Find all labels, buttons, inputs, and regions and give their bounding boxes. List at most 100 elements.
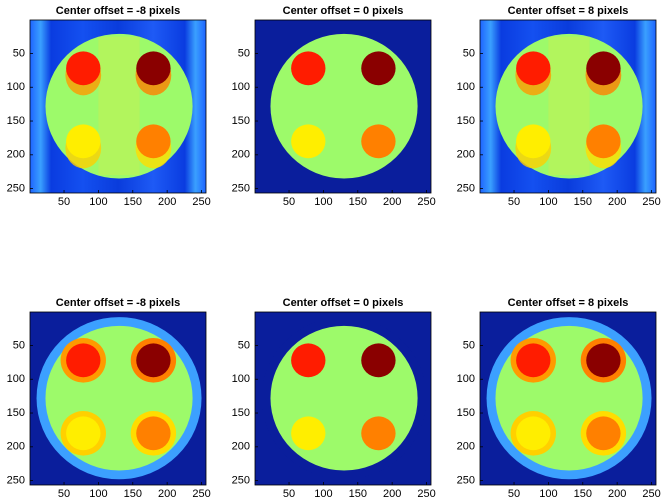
- x-tick-label: 100: [539, 488, 557, 499]
- x-tick-label: 150: [574, 488, 592, 499]
- streak: [98, 37, 139, 176]
- image-panel: Center offset = 8 pixels 50 100 150 200 250 50…: [457, 297, 661, 499]
- y-tick-label: 200: [7, 149, 25, 161]
- y-tick-label: 100: [232, 81, 250, 93]
- x-tick-label: 200: [608, 196, 626, 208]
- y-tick-label: 250: [232, 183, 250, 195]
- y-tick-label: 100: [232, 373, 250, 385]
- x-tick-label: 200: [608, 488, 626, 499]
- x-tick-label: 100: [89, 488, 107, 499]
- x-tick-label: 100: [89, 196, 107, 208]
- y-tick-label: 150: [457, 407, 475, 419]
- x-tick-label: 50: [283, 196, 295, 208]
- y-tick-label: 100: [457, 81, 475, 93]
- y-tick-label: 200: [232, 149, 250, 161]
- x-tick-label: 150: [124, 488, 142, 499]
- x-tick-label: 150: [349, 488, 367, 499]
- insert: [136, 51, 170, 85]
- y-tick-label: 50: [238, 339, 250, 351]
- x-tick-label: 250: [642, 196, 660, 208]
- insert: [516, 124, 550, 158]
- panel-title: Center offset = -8 pixels: [56, 297, 180, 309]
- insert: [66, 416, 100, 450]
- insert: [136, 124, 170, 158]
- x-tick-label: 200: [383, 488, 401, 499]
- insert: [66, 124, 100, 158]
- x-tick-label: 50: [283, 488, 295, 499]
- panel-title: Center offset = 0 pixels: [283, 297, 404, 309]
- x-tick-label: 250: [417, 488, 435, 499]
- x-tick-label: 100: [314, 488, 332, 499]
- phantom: [270, 326, 417, 471]
- figure: Center offset = -8 pixels 50 100 150 200 250 5…: [0, 0, 661, 499]
- insert: [66, 343, 100, 377]
- x-tick-label: 150: [574, 196, 592, 208]
- insert: [291, 343, 325, 377]
- x-tick-label: 150: [124, 196, 142, 208]
- insert: [361, 51, 395, 85]
- x-tick-label: 150: [349, 196, 367, 208]
- insert: [516, 416, 550, 450]
- insert: [361, 124, 395, 158]
- y-tick-label: 100: [7, 373, 25, 385]
- y-tick-label: 50: [463, 339, 475, 351]
- insert: [586, 343, 620, 377]
- insert: [361, 343, 395, 377]
- panel-title: Center offset = 8 pixels: [508, 5, 629, 17]
- x-tick-label: 50: [508, 488, 520, 499]
- panel-title: Center offset = -8 pixels: [56, 5, 180, 17]
- y-tick-label: 250: [232, 475, 250, 487]
- phantom: [270, 34, 417, 179]
- x-tick-label: 100: [539, 196, 557, 208]
- image-panel: Center offset = 8 pixels 50 100 150 200 250 50…: [457, 5, 661, 208]
- panel-title: Center offset = 8 pixels: [508, 297, 629, 309]
- x-tick-label: 200: [158, 196, 176, 208]
- y-tick-label: 50: [238, 47, 250, 59]
- x-tick-label: 200: [158, 488, 176, 499]
- y-tick-label: 200: [232, 441, 250, 453]
- y-tick-label: 150: [232, 407, 250, 419]
- y-tick-label: 200: [457, 441, 475, 453]
- x-tick-label: 200: [383, 196, 401, 208]
- x-tick-label: 50: [508, 196, 520, 208]
- image-panel: Center offset = -8 pixels 50 100 150 200 250 5…: [7, 297, 211, 499]
- y-tick-label: 200: [457, 149, 475, 161]
- x-tick-label: 250: [642, 488, 660, 499]
- image-panel: Center offset = -8 pixels 50 100 150 200 250 5…: [7, 5, 211, 208]
- x-tick-label: 250: [417, 196, 435, 208]
- y-tick-label: 150: [457, 115, 475, 127]
- image-panel: Center offset = 0 pixels 50 100 150 200 250 50…: [232, 5, 436, 208]
- insert: [291, 51, 325, 85]
- insert: [136, 416, 170, 450]
- y-tick-label: 100: [7, 81, 25, 93]
- y-tick-label: 100: [457, 373, 475, 385]
- insert: [586, 124, 620, 158]
- x-tick-label: 250: [192, 488, 210, 499]
- image-panel: Center offset = 0 pixels 50 100 150 200 250 50…: [232, 297, 436, 499]
- insert: [516, 343, 550, 377]
- insert: [586, 51, 620, 85]
- y-tick-label: 250: [7, 475, 25, 487]
- insert: [66, 51, 100, 85]
- x-tick-label: 50: [58, 488, 70, 499]
- y-tick-label: 250: [457, 183, 475, 195]
- insert: [516, 51, 550, 85]
- y-tick-label: 150: [232, 115, 250, 127]
- y-tick-label: 50: [463, 47, 475, 59]
- x-tick-label: 50: [58, 196, 70, 208]
- y-tick-label: 250: [457, 475, 475, 487]
- panel-title: Center offset = 0 pixels: [283, 5, 404, 17]
- y-tick-label: 150: [7, 115, 25, 127]
- insert: [586, 416, 620, 450]
- streak: [548, 37, 589, 176]
- insert: [291, 416, 325, 450]
- x-tick-label: 250: [192, 196, 210, 208]
- insert: [361, 416, 395, 450]
- y-tick-label: 150: [7, 407, 25, 419]
- y-tick-label: 50: [13, 47, 25, 59]
- x-tick-label: 100: [314, 196, 332, 208]
- y-tick-label: 50: [13, 339, 25, 351]
- insert: [291, 124, 325, 158]
- insert: [136, 343, 170, 377]
- y-tick-label: 200: [7, 441, 25, 453]
